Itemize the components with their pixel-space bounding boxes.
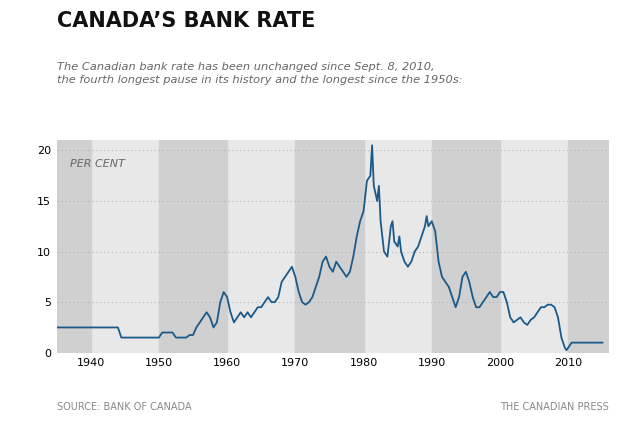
Text: SOURCE: BANK OF CANADA: SOURCE: BANK OF CANADA bbox=[57, 402, 191, 412]
Bar bbox=[57, 140, 90, 353]
Bar bbox=[432, 140, 500, 353]
Text: PER CENT: PER CENT bbox=[70, 159, 125, 170]
Text: THE CANADIAN PRESS: THE CANADIAN PRESS bbox=[501, 402, 609, 412]
Text: CANADA’S BANK RATE: CANADA’S BANK RATE bbox=[57, 11, 315, 31]
Bar bbox=[568, 140, 609, 353]
Bar bbox=[295, 140, 364, 353]
Text: The Canadian bank rate has been unchanged since Sept. 8, 2010,
the fourth longes: The Canadian bank rate has been unchange… bbox=[57, 62, 462, 85]
Bar bbox=[159, 140, 227, 353]
